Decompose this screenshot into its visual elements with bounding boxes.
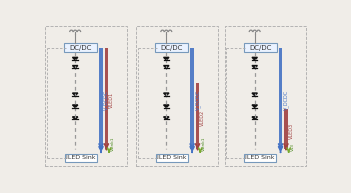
Text: ILED Sink: ILED Sink [157,155,186,160]
Text: ILED Sink: ILED Sink [66,155,95,160]
Bar [190,48,194,149]
Bar [45,26,127,166]
Text: V_DCDC: V_DCDC [283,90,289,111]
Text: DC/DC: DC/DC [160,45,183,51]
Polygon shape [252,57,257,60]
Polygon shape [252,105,257,108]
Polygon shape [164,65,169,68]
FancyBboxPatch shape [155,43,188,52]
Polygon shape [164,57,169,60]
Polygon shape [164,93,169,96]
Text: DC/DC: DC/DC [249,45,271,51]
Polygon shape [72,105,78,108]
Polygon shape [164,105,169,108]
FancyBboxPatch shape [64,43,97,52]
FancyBboxPatch shape [244,43,277,52]
Text: VLED1: VLED1 [109,92,114,108]
Text: Vs3: Vs3 [291,143,295,151]
Bar [136,26,218,166]
Polygon shape [72,117,78,119]
Bar [105,48,108,149]
Text: VLED3: VLED3 [289,123,294,139]
Text: V_DCDC: V_DCDC [104,90,110,111]
Bar [284,109,288,149]
Text: V_DCDC: V_DCDC [195,90,200,111]
Polygon shape [72,65,78,68]
Text: DC/DC: DC/DC [69,45,92,51]
Bar [196,83,199,149]
Polygon shape [72,57,78,60]
Polygon shape [164,117,169,119]
FancyBboxPatch shape [156,154,188,162]
Polygon shape [252,65,257,68]
Polygon shape [252,117,257,119]
Bar [279,48,283,149]
Polygon shape [252,93,257,96]
Text: ILED Sink: ILED Sink [245,155,275,160]
FancyBboxPatch shape [244,154,276,162]
Bar [99,48,103,149]
Text: Vsink1: Vsink1 [203,136,206,151]
Text: VLED2: VLED2 [200,109,205,126]
Bar [225,26,306,166]
FancyBboxPatch shape [65,154,97,162]
Text: Vsink1: Vsink1 [111,136,115,151]
Polygon shape [72,93,78,96]
